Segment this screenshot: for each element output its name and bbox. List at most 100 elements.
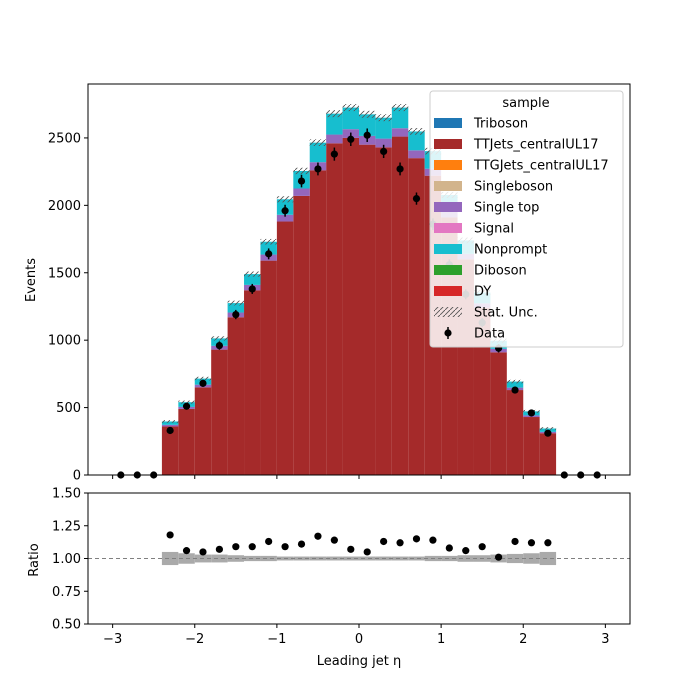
y-tick-label: 500 bbox=[56, 401, 81, 416]
bar-nonprompt bbox=[506, 381, 524, 388]
ratio-band-segment bbox=[441, 555, 458, 562]
ratio-band-segment bbox=[408, 556, 425, 561]
legend-label: Singleboson bbox=[474, 180, 553, 195]
legend: sample Triboson TTJets_centralUL17 TTGJets… bbox=[429, 90, 624, 348]
data-point bbox=[511, 386, 519, 394]
legend-swatch bbox=[434, 139, 462, 149]
legend-swatch bbox=[434, 265, 462, 275]
bar-single-top bbox=[293, 188, 310, 196]
legend-label: Nonprompt bbox=[474, 243, 547, 258]
ratio-y-axis-label: Ratio bbox=[27, 543, 42, 576]
ratio-point bbox=[363, 548, 371, 556]
x-axis-label: Leading jet η bbox=[317, 654, 402, 669]
legend-label: Signal bbox=[474, 222, 514, 237]
stat-unc-hatch bbox=[359, 110, 376, 118]
legend-box bbox=[429, 90, 624, 348]
ratio-point bbox=[297, 540, 306, 548]
y-tick-label: 2500 bbox=[48, 131, 81, 146]
bar-ttjets-centralul17 bbox=[375, 147, 392, 475]
y-tick-label: 1500 bbox=[48, 266, 81, 281]
stat-unc-hatch bbox=[260, 238, 277, 245]
ratio-point bbox=[347, 545, 355, 553]
ratio-point bbox=[199, 548, 207, 556]
legend-label: TTGJets_centralUL17 bbox=[473, 159, 609, 174]
stat-unc-hatch bbox=[375, 114, 392, 122]
bar-ttjets-centralul17 bbox=[391, 136, 409, 475]
bar-ttjets-centralul17 bbox=[326, 143, 343, 475]
data-point bbox=[396, 165, 404, 173]
bar-ttjets-centralul17 bbox=[359, 144, 376, 475]
ratio-band-segment bbox=[211, 554, 228, 563]
legend-data-marker bbox=[444, 329, 452, 337]
data-point bbox=[363, 131, 371, 139]
data-point bbox=[232, 310, 240, 319]
bar-ttjets-centralul17 bbox=[539, 433, 557, 475]
ratio-point bbox=[215, 545, 223, 553]
ratio-y-tick-label: 1.50 bbox=[52, 487, 81, 502]
legend-swatch bbox=[434, 286, 462, 296]
legend-title: sample bbox=[502, 96, 549, 111]
ratio-band-segment bbox=[161, 551, 179, 566]
stat-unc-hatch bbox=[244, 271, 261, 277]
legend-swatch bbox=[434, 160, 462, 170]
stat-unc-hatch bbox=[161, 420, 179, 423]
x-tick-label: 1 bbox=[437, 632, 445, 647]
legend-swatch bbox=[434, 223, 462, 233]
ratio-point bbox=[527, 539, 536, 547]
bar-ttjets-centralul17 bbox=[473, 307, 491, 475]
legend-label: Data bbox=[474, 327, 505, 342]
bar-single-top bbox=[375, 138, 392, 148]
bar-single-top bbox=[391, 128, 409, 137]
data-point bbox=[248, 285, 256, 293]
stat-unc-hatch bbox=[326, 110, 343, 118]
ratio-band-segment bbox=[457, 555, 474, 562]
x-tick-label: 2 bbox=[519, 632, 527, 647]
bar-single-top bbox=[276, 214, 294, 222]
ratio-band-segment bbox=[539, 551, 557, 566]
bar-nonprompt bbox=[359, 114, 376, 136]
ratio-y-tick-label: 1.25 bbox=[52, 519, 81, 534]
data-point bbox=[297, 177, 306, 185]
main-y-ticks: 0 500 1000 1500 2000 2500 bbox=[48, 131, 88, 484]
legend-swatch bbox=[434, 181, 462, 191]
bar-ttjets-centralul17 bbox=[260, 260, 277, 475]
legend-label: Stat. Unc. bbox=[474, 306, 538, 321]
stat-unc-hatch bbox=[391, 104, 409, 112]
ratio-point bbox=[248, 543, 256, 551]
stat-unc-hatch bbox=[227, 300, 245, 306]
data-point bbox=[314, 165, 322, 173]
bar-ttjets-centralul17 bbox=[506, 390, 524, 475]
x-tick-label: −3 bbox=[103, 632, 122, 647]
stat-unc-hatch bbox=[194, 376, 212, 381]
ratio-y-tick-label: 0.50 bbox=[52, 618, 81, 633]
data-point bbox=[412, 195, 421, 203]
stat-unc-hatch bbox=[276, 196, 294, 203]
bar-nonprompt bbox=[375, 117, 392, 139]
bar-ttjets-centralul17 bbox=[161, 426, 179, 475]
legend-items: Triboson TTJets_centralUL17 TTGJets_centra… bbox=[434, 117, 609, 342]
ratio-point bbox=[166, 531, 174, 539]
bar-ttjets-centralul17 bbox=[309, 170, 327, 475]
ratio-point bbox=[314, 532, 322, 540]
data-point bbox=[380, 147, 388, 156]
data-point bbox=[215, 341, 223, 350]
x-tick-label: 0 bbox=[355, 632, 363, 647]
x-tick-label: −2 bbox=[185, 632, 204, 647]
legend-label: Triboson bbox=[473, 117, 528, 132]
main-x-ticks bbox=[112, 475, 606, 479]
data-point bbox=[199, 379, 207, 387]
data-point bbox=[265, 250, 273, 258]
ratio-point bbox=[396, 539, 404, 547]
y-tick-label: 0 bbox=[73, 469, 81, 484]
bar-nonprompt bbox=[309, 142, 327, 163]
ratio-point bbox=[380, 537, 388, 546]
ratio-point bbox=[462, 547, 470, 555]
ratio-points bbox=[166, 531, 552, 561]
bar-nonprompt bbox=[391, 107, 409, 129]
x-tick-label: −1 bbox=[267, 632, 286, 647]
bar-ttjets-centralul17 bbox=[211, 349, 228, 475]
bar-nonprompt bbox=[227, 303, 245, 313]
data-point bbox=[281, 207, 289, 215]
data-point bbox=[166, 426, 174, 435]
bar-ttjets-centralul17 bbox=[276, 221, 294, 475]
